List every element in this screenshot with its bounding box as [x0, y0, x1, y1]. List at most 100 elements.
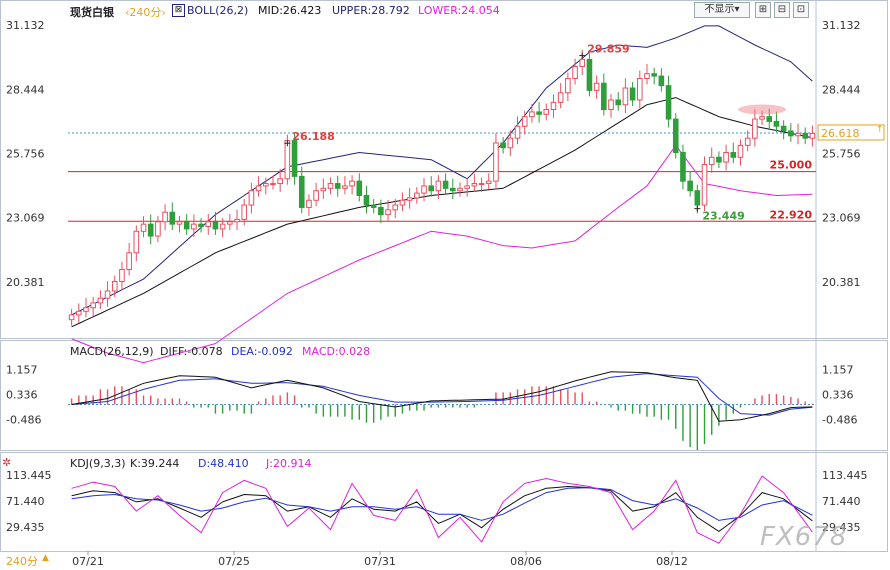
kdj-y-tick-right: 113.445	[822, 469, 868, 482]
y-tick-right: 20.381	[822, 276, 861, 289]
candle-body	[435, 180, 442, 192]
macd-y-tick-left: 0.336	[6, 388, 38, 401]
candle-body	[651, 73, 657, 77]
candle-body	[414, 192, 420, 199]
settings-icon[interactable]: ⊡	[793, 2, 809, 18]
candle-body	[795, 132, 801, 137]
y-tick-left: 31.132	[6, 19, 45, 32]
candle-body	[75, 310, 82, 316]
candle-body	[262, 183, 269, 187]
period-selector[interactable]: ‹240分›	[125, 6, 166, 19]
kdj-line-d	[71, 487, 813, 521]
last-price-label: 26.618	[821, 127, 860, 140]
macd-y-tick-right: -0.486	[822, 413, 857, 426]
candle-body	[665, 85, 672, 120]
candle-body	[543, 109, 550, 115]
pane-frame-0	[0, 0, 888, 339]
symbol-title[interactable]: 现货白银	[70, 6, 114, 19]
candle-body	[111, 280, 118, 292]
kdj-y-tick-right: 71.440	[822, 495, 861, 508]
macd-dea: DEA:-0.092	[231, 345, 293, 358]
candle-body	[162, 211, 168, 223]
candle-body	[773, 120, 780, 127]
y-tick-right: 28.444	[822, 83, 861, 96]
macd-y-tick-left: -0.486	[6, 413, 41, 426]
boll-line-mid	[71, 97, 813, 328]
candle-body	[277, 178, 283, 185]
extreme-label: 26.188	[292, 130, 334, 143]
macd-title: MACD(26,12,9)	[70, 345, 154, 358]
candle-body	[406, 197, 413, 201]
candle-body	[716, 156, 722, 163]
last-price-box	[817, 124, 885, 141]
macd-diff: DIFF:-0.078	[160, 345, 223, 358]
x-tick-label: 07/21	[72, 555, 104, 568]
kdj-y-tick-left: 29.435	[6, 521, 45, 534]
candle-body	[557, 92, 564, 103]
kdj-y-tick-right: 29.435	[822, 521, 861, 534]
candle-body	[708, 156, 715, 165]
candle-body	[644, 73, 650, 79]
candle-body	[586, 58, 593, 91]
candle-body	[234, 218, 240, 223]
candle-body	[514, 125, 521, 139]
candle-body	[327, 183, 334, 189]
candle-body	[593, 82, 600, 91]
candle-body	[507, 137, 514, 149]
watermark: FX678	[760, 522, 848, 552]
candle-body	[752, 118, 758, 139]
boll-upper: UPPER:28.792	[332, 4, 410, 17]
candle-body	[428, 185, 435, 192]
candle-body	[83, 307, 89, 312]
candle-body	[147, 223, 154, 237]
candle-body	[536, 111, 542, 115]
candle-body	[370, 204, 377, 208]
kdj-settings-icon[interactable]: ✲	[2, 456, 12, 469]
candle-body	[694, 190, 701, 206]
boll-line-upper	[71, 25, 813, 316]
candle-body	[629, 87, 636, 101]
x-tick-label: 07/25	[218, 555, 250, 568]
x-tick-label: 08/06	[510, 555, 542, 568]
candle-body	[744, 137, 751, 146]
candle-body	[298, 175, 305, 208]
candle-body	[493, 142, 499, 182]
y-tick-right: 23.069	[822, 212, 861, 225]
candle-body	[701, 163, 708, 206]
candle-body	[169, 211, 176, 225]
candle-body	[442, 180, 449, 189]
candle-body	[421, 185, 427, 194]
y-tick-right: 25.756	[822, 148, 861, 161]
level-label: 25.000	[770, 159, 813, 172]
candle-body	[457, 187, 463, 192]
macd-y-tick-right: 1.157	[822, 363, 854, 376]
candle-body	[464, 185, 470, 189]
period-up-arrow-icon[interactable]: ▲	[42, 553, 49, 563]
candle-body	[687, 180, 693, 192]
y-tick-left: 25.756	[6, 148, 45, 161]
candle-body	[392, 204, 399, 211]
y-tick-left: 20.381	[6, 276, 45, 289]
macd-value: MACD:0.028	[302, 345, 371, 358]
candle-body	[601, 82, 607, 111]
candle-body	[306, 199, 312, 208]
zoom-out-icon[interactable]: ⊟	[774, 2, 790, 18]
zoom-in-icon[interactable]: ⊞	[755, 2, 771, 18]
last-price-arrow-icon: ↑	[876, 125, 884, 135]
pane-frame-1	[0, 340, 888, 451]
candle-body	[449, 187, 456, 192]
kdj-d: D:48.410	[198, 457, 249, 470]
extreme-label: 29.859	[587, 43, 629, 56]
candle-body	[737, 144, 744, 158]
candle-body	[219, 223, 226, 230]
candle-body	[680, 152, 686, 182]
kdj-line-j	[71, 475, 813, 544]
period-footer-label[interactable]: 240分	[6, 555, 38, 568]
display-toggle-button[interactable]: 不显示▾	[694, 2, 750, 18]
candle-body	[399, 199, 406, 206]
candle-body	[255, 185, 262, 192]
candle-body	[802, 132, 809, 139]
boll-checkbox-icon[interactable]: ⊠	[172, 4, 185, 17]
candle-body	[334, 183, 341, 189]
candle-body	[579, 58, 586, 68]
